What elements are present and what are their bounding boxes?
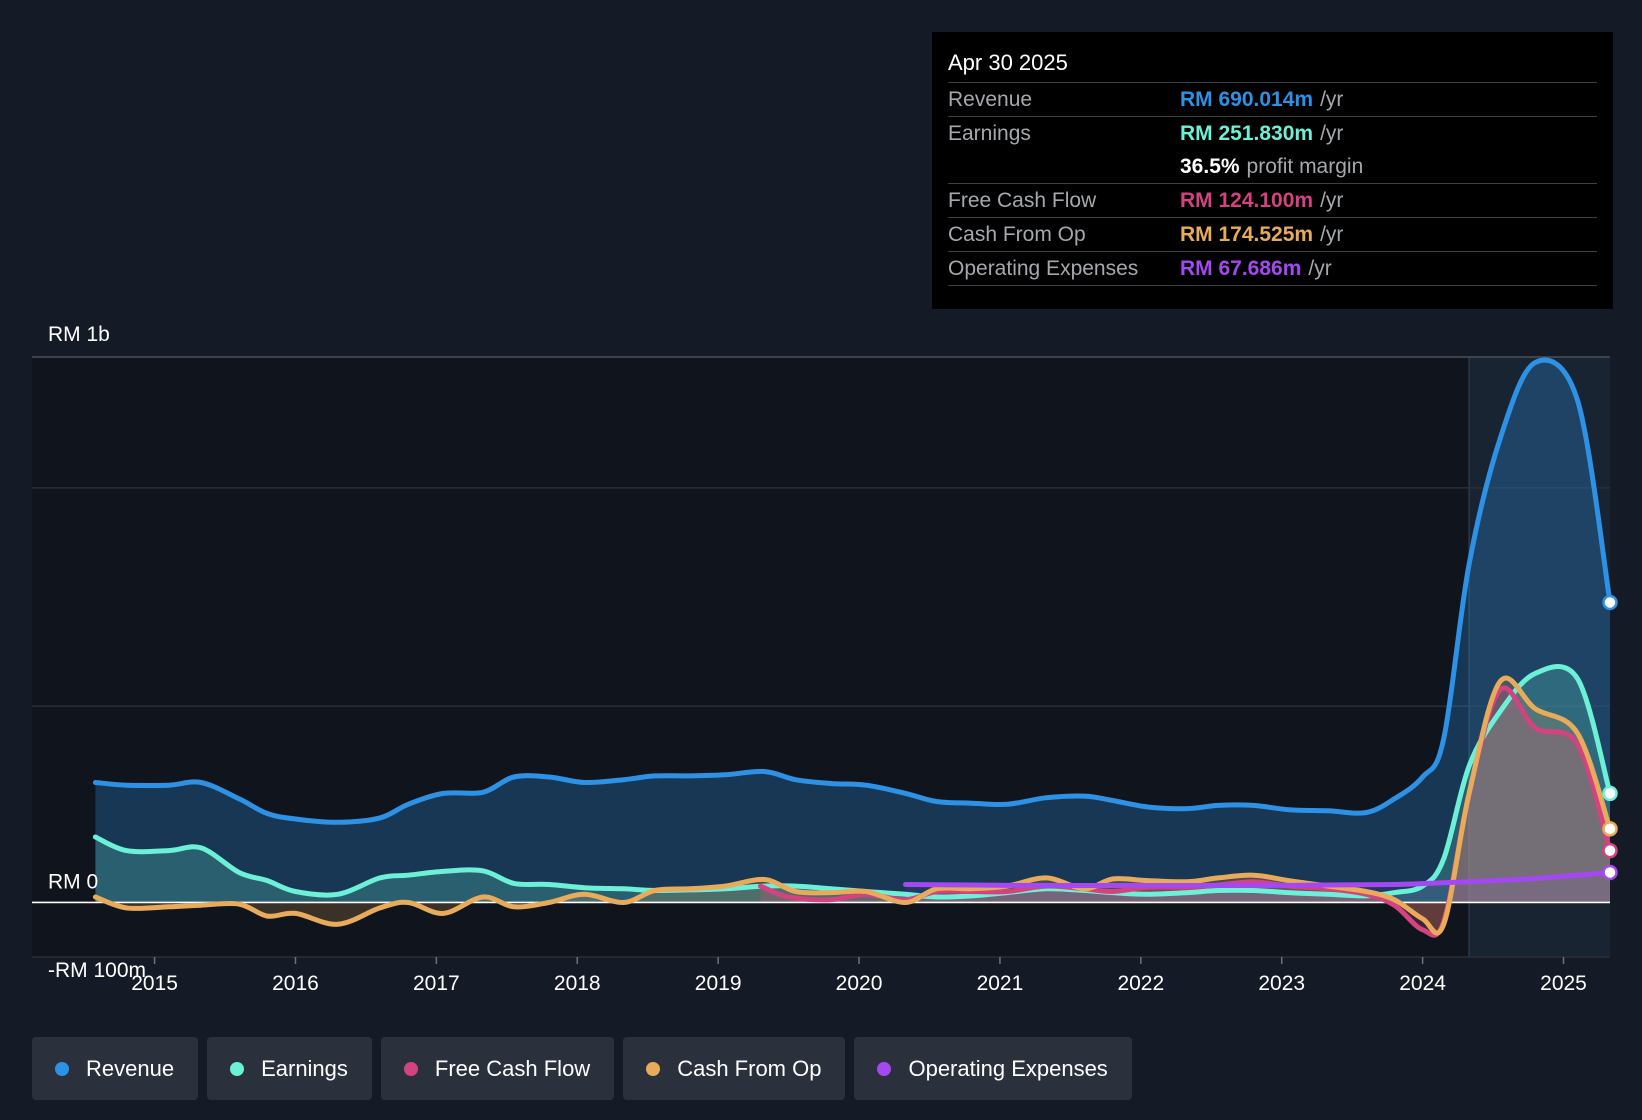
cash-from-op-end-marker [1602,821,1618,837]
legend-label: Operating Expenses [908,1055,1108,1081]
operating-expenses-line [903,870,1613,889]
series-layer [32,357,1618,938]
y-tick-label: RM 0 [48,870,98,893]
plot-background [32,357,1610,957]
tooltip-label [948,150,1180,183]
legend-item-operating-expenses[interactable]: Operating Expenses [854,1037,1132,1100]
revenue-end-marker [1602,594,1618,611]
legend-label: Earnings [261,1055,348,1081]
free-cash-flow-end-marker [1602,842,1618,859]
tooltip-unit: /yr [1320,189,1344,212]
tooltip-label: Cash From Op [948,223,1086,246]
tooltip-label: Earnings [948,122,1031,145]
tooltip-value: 36.5% [1180,155,1240,178]
tooltip-label: Revenue [948,88,1033,111]
revenue-line [92,357,1613,825]
legend-label: Cash From Op [677,1055,822,1081]
cash-from-op-dot-icon [646,1061,661,1076]
legend-item-free-cash-flow[interactable]: Free Cash Flow [380,1037,615,1100]
earnings-area [95,666,1610,903]
tooltip-unit: /yr [1308,257,1332,280]
x-tick-label: 2016 [272,972,319,995]
tooltip-row-free-cash-flow: Free Cash Flow RM 124.100m /yr [948,184,1597,218]
cash-from-op-line [92,675,1613,936]
y-axis: RM 1b RM 0 -RM 100m [48,323,146,982]
tooltip-unit: /yr [1320,88,1344,111]
tooltip-row-revenue: Revenue RM 690.014m /yr [948,83,1597,117]
tooltip-row-operating-expenses: Operating Expenses RM 67.686m /yr [948,252,1597,286]
tooltip-label: Operating Expenses [948,257,1139,280]
legend-item-earnings[interactable]: Earnings [207,1037,372,1100]
operating-expenses-end-marker [1602,864,1618,881]
revenue-dot-icon [55,1061,69,1076]
x-tick-label: 2018 [554,972,601,995]
x-tick-label: 2021 [977,972,1024,995]
earnings-dot-icon [230,1061,245,1076]
free-cash-flow-dot-icon [403,1061,418,1076]
x-tick-label: 2023 [1258,972,1305,995]
y-tick-label: RM 1b [48,323,110,346]
tooltip-date: Apr 30 2025 [948,46,1597,83]
x-tick-label: 2024 [1399,972,1446,995]
legend-item-revenue[interactable]: Revenue [32,1037,199,1100]
legend-label: Revenue [86,1055,175,1081]
x-tick-label: 2017 [413,972,460,995]
tooltip-value: RM 174.525m [1180,223,1314,246]
x-tick-label: 2019 [695,972,742,995]
tooltip-value: RM 67.686m [1180,257,1302,280]
y-tick-label: -RM 100m [48,959,146,982]
tooltip-unit: /yr [1320,223,1344,246]
tooltip-value: RM 251.830m [1180,122,1314,145]
legend: Revenue Earnings Free Cash Flow Cash Fro… [32,1037,1132,1100]
legend-item-cash-from-op[interactable]: Cash From Op [623,1037,846,1100]
earnings-end-marker [1602,785,1618,802]
tooltip-value: RM 124.100m [1180,189,1314,212]
x-axis: 2015 2016 2017 2018 2019 2020 2021 2022 2023 2024… [131,957,1587,995]
tooltip-unit: profit margin [1246,155,1364,178]
legend-label: Free Cash Flow [434,1055,591,1081]
x-tick-label: 2022 [1117,972,1164,995]
x-tick-label: 2015 [131,972,178,995]
x-tick-label: 2020 [836,972,883,995]
tooltip-row-cash-from-op: Cash From Op RM 174.525m /yr [948,218,1597,252]
tooltip: Apr 30 2025 Revenue RM 690.014m /yr Earn… [932,32,1613,309]
tooltip-unit: /yr [1320,122,1344,145]
tooltip-label: Free Cash Flow [948,189,1097,212]
tooltip-row-earnings: Earnings RM 251.830m /yr [948,117,1597,150]
operating-expenses-dot-icon [877,1061,892,1076]
tooltip-value: RM 690.014m [1180,88,1314,111]
tooltip-row-margin: 36.5% profit margin [948,150,1597,184]
x-tick-label: 2025 [1540,972,1587,995]
